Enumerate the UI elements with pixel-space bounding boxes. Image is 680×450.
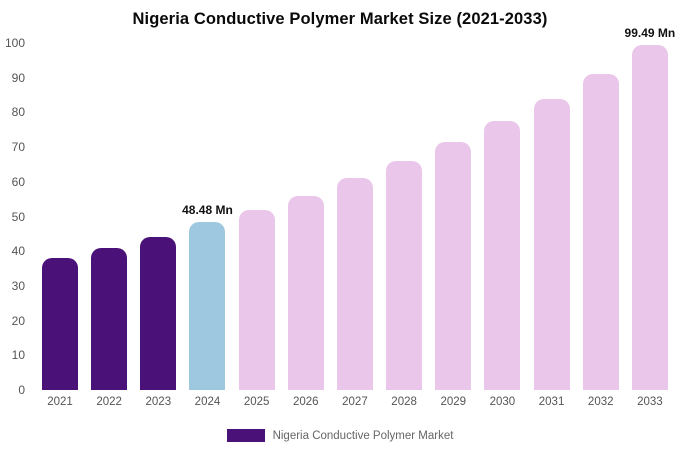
bar-2029 <box>435 141 472 390</box>
bar-2033 <box>631 44 668 390</box>
y-tick-90: 90 <box>11 70 25 85</box>
x-tick-2023: 2023 <box>145 396 172 408</box>
y-tick-50: 50 <box>11 209 25 224</box>
bar-column-2024: 48.48 Mn <box>182 43 233 390</box>
x-axis: 2021 2022 2023 2024 2025 2026 2027 2028 2029 2030… <box>34 396 676 408</box>
y-tick-60: 60 <box>11 174 25 189</box>
bar-2027 <box>336 178 373 390</box>
y-tick-70: 70 <box>11 140 25 155</box>
y-tick-40: 40 <box>11 244 25 259</box>
bar-2023 <box>140 237 177 390</box>
x-tick-2029: 2029 <box>440 396 467 408</box>
x-tick-2031: 2031 <box>538 396 565 408</box>
y-tick-30: 30 <box>11 278 25 293</box>
x-tick-2021: 2021 <box>47 396 73 408</box>
x-tick-2025: 2025 <box>243 396 270 408</box>
bar-column-2031 <box>533 43 570 390</box>
bar-column-2029 <box>435 43 472 390</box>
legend-swatch-icon <box>226 429 265 442</box>
bar-2028 <box>386 160 423 390</box>
bar-column-2025 <box>238 43 275 390</box>
y-tick-20: 20 <box>11 313 25 328</box>
bar-2022 <box>91 247 128 390</box>
y-tick-80: 80 <box>11 105 25 120</box>
bar-2026 <box>287 195 324 390</box>
x-tick-2032: 2032 <box>587 396 614 408</box>
x-tick-2024: 2024 <box>194 396 221 408</box>
x-tick-2030: 2030 <box>489 396 516 408</box>
bar-column-2028 <box>386 43 423 390</box>
bar-annotation-2024: 48.48 Mn <box>182 202 233 217</box>
bar-2024 <box>189 221 226 390</box>
bar-2032 <box>582 74 619 390</box>
bar-2031 <box>533 98 570 390</box>
bar-column-2030 <box>484 43 521 390</box>
bar-column-2027 <box>336 43 373 390</box>
bar-column-2021 <box>42 43 78 390</box>
bar-2021 <box>42 258 78 390</box>
x-tick-2026: 2026 <box>292 396 319 408</box>
legend: Nigeria Conductive Polymer Market <box>0 429 680 442</box>
legend-label: Nigeria Conductive Polymer Market <box>272 429 454 442</box>
bar-annotation-2033: 99.49 Mn <box>624 25 676 40</box>
y-tick-10: 10 <box>11 348 25 363</box>
chart-title: Nigeria Conductive Polymer Market Size (… <box>132 10 548 28</box>
bar-column-2022 <box>91 43 128 390</box>
bar-column-2033: 99.49 Mn <box>625 26 675 390</box>
x-tick-2022: 2022 <box>96 396 122 408</box>
bar-2030 <box>484 121 521 390</box>
x-tick-2027: 2027 <box>342 396 368 408</box>
y-tick-100: 100 <box>4 36 25 50</box>
y-tick-0: 0 <box>18 383 25 397</box>
bar-column-2023 <box>140 43 177 390</box>
bar-column-2026 <box>287 43 324 390</box>
plot-area: 48.48 Mn 99.49 Mn <box>34 26 676 390</box>
bars-group: 48.48 Mn 99.49 Mn <box>34 26 676 390</box>
bar-2025 <box>238 209 275 390</box>
y-axis: 0 10 20 30 40 50 60 70 80 90 100 <box>0 37 30 396</box>
x-tick-2028: 2028 <box>391 396 417 408</box>
x-tick-2033: 2033 <box>637 396 663 408</box>
bar-column-2032 <box>582 43 619 390</box>
